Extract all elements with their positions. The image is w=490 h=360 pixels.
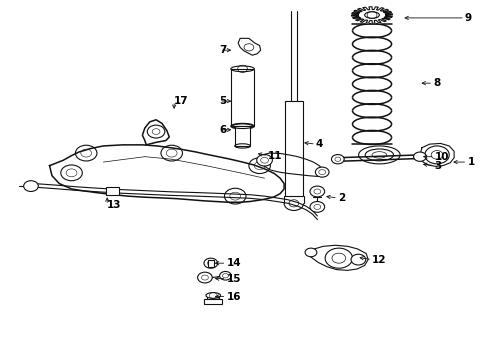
Polygon shape — [420, 143, 454, 166]
Bar — [231, 69, 254, 126]
Polygon shape — [309, 245, 368, 270]
Text: 16: 16 — [226, 292, 241, 302]
Circle shape — [325, 248, 352, 268]
Circle shape — [310, 202, 325, 212]
Text: 5: 5 — [220, 96, 227, 106]
Circle shape — [310, 186, 325, 197]
Text: 12: 12 — [372, 255, 387, 265]
Text: 15: 15 — [226, 274, 241, 284]
Bar — [208, 260, 214, 267]
Text: 4: 4 — [316, 139, 323, 149]
Circle shape — [305, 248, 317, 257]
Circle shape — [24, 181, 38, 192]
Polygon shape — [49, 145, 284, 202]
Circle shape — [331, 154, 344, 164]
Text: 13: 13 — [107, 200, 122, 210]
Text: 2: 2 — [338, 193, 345, 203]
Polygon shape — [143, 120, 169, 145]
Circle shape — [204, 258, 218, 268]
Circle shape — [197, 272, 212, 283]
Polygon shape — [262, 153, 323, 176]
Text: 6: 6 — [220, 125, 227, 135]
Text: 7: 7 — [220, 45, 227, 55]
Text: 9: 9 — [465, 13, 472, 23]
Circle shape — [425, 146, 449, 164]
Text: 14: 14 — [226, 258, 241, 268]
Ellipse shape — [206, 293, 220, 298]
Circle shape — [351, 254, 366, 265]
Bar — [285, 101, 303, 196]
Circle shape — [257, 154, 272, 166]
Circle shape — [316, 167, 329, 177]
Circle shape — [414, 152, 426, 161]
Text: 1: 1 — [467, 157, 475, 167]
Bar — [235, 126, 250, 146]
Text: 17: 17 — [174, 96, 189, 106]
Text: 10: 10 — [435, 152, 449, 162]
Text: 8: 8 — [433, 78, 441, 88]
Polygon shape — [351, 7, 392, 23]
Text: 3: 3 — [435, 161, 442, 171]
Bar — [204, 299, 222, 305]
Circle shape — [220, 271, 231, 280]
Text: 11: 11 — [268, 150, 282, 161]
Bar — [106, 187, 120, 195]
Polygon shape — [238, 39, 261, 55]
